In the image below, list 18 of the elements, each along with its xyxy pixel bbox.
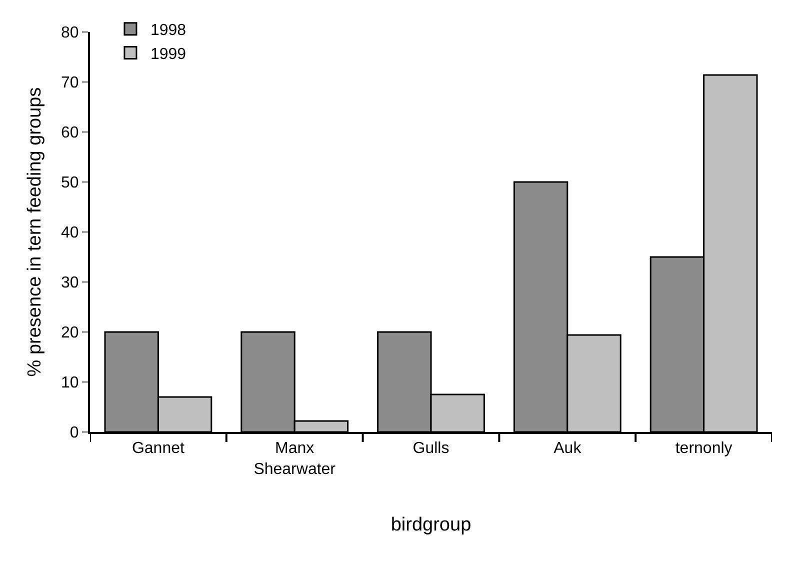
x-tick-label: Auk bbox=[554, 440, 582, 458]
legend-label: 1999 bbox=[150, 46, 186, 63]
y-tick-label: 80 bbox=[61, 24, 79, 42]
y-tick-label: 70 bbox=[61, 74, 79, 92]
y-tick-label: 0 bbox=[70, 424, 79, 442]
y-tick-label: 20 bbox=[61, 324, 79, 342]
legend-label: 1998 bbox=[150, 22, 186, 40]
x-tick-label: Gulls bbox=[412, 440, 450, 458]
y-tick-label: 10 bbox=[61, 374, 79, 392]
x-axis-title: birdgroup bbox=[390, 514, 472, 536]
x-tick-label: ternonly bbox=[675, 440, 732, 458]
y-axis-title: % presence in tern feeding groups bbox=[24, 87, 46, 377]
x-tick-label: Gannet bbox=[132, 440, 185, 458]
y-tick-label: 50 bbox=[61, 174, 79, 192]
x-tick-label: Manx Shearwater bbox=[254, 440, 336, 478]
y-tick-label: 60 bbox=[61, 124, 79, 142]
y-tick-label: 40 bbox=[61, 224, 79, 242]
y-tick-label: 30 bbox=[61, 274, 79, 292]
